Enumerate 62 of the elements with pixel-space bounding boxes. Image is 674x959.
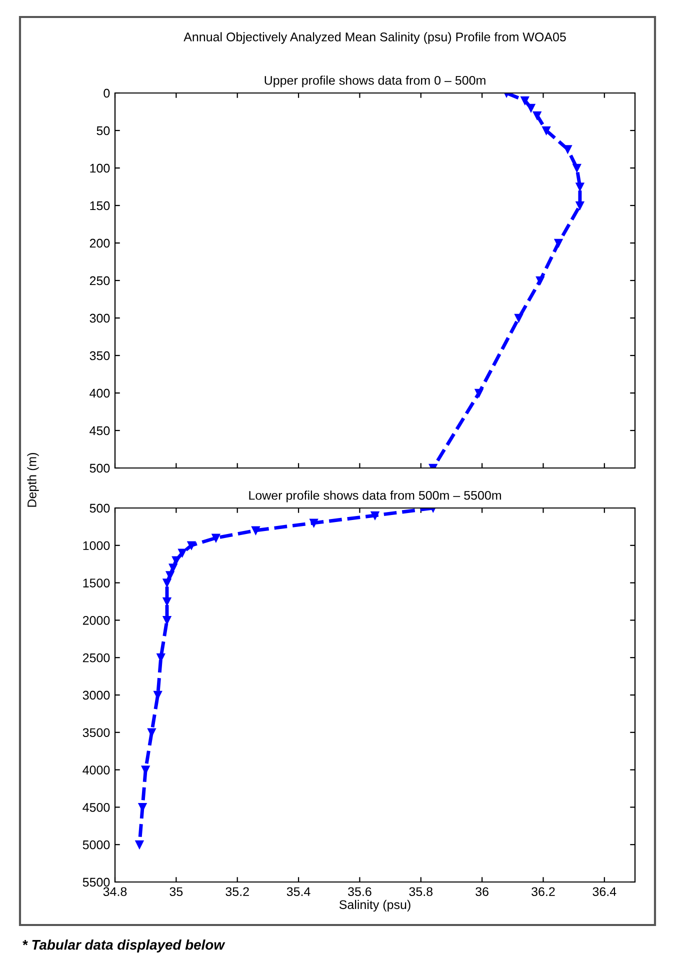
y-tick-label: 3000 (82, 690, 110, 700)
y-tick-label: 1500 (83, 578, 110, 588)
point (168, 564, 178, 572)
point (536, 276, 544, 285)
y-tick-label: 250 (90, 276, 110, 286)
x-tick-label: 35.2 (226, 887, 249, 896)
chart-subtitle: Lower profile shows data from 500m – 5500m (249, 490, 501, 502)
x-axis-title: Salinity (psu) (339, 900, 410, 912)
point (514, 314, 523, 322)
y-tick-label: 100 (90, 164, 110, 173)
point (162, 616, 172, 624)
y-tick-label: 4500 (82, 803, 110, 812)
y-tick-label: 400 (90, 388, 110, 398)
point (135, 840, 144, 849)
y-tick-label: 0 (104, 88, 110, 98)
y-tick-label: 350 (90, 351, 110, 360)
point (162, 597, 172, 606)
y-tick-label: 450 (90, 426, 110, 436)
point (526, 104, 536, 112)
point (564, 145, 572, 154)
chart-subtitle: Upper profile shows data from 0 – 500m (264, 76, 486, 88)
y-tick-label: 2500 (82, 653, 110, 662)
point (554, 238, 563, 248)
point (310, 518, 318, 528)
point (542, 126, 550, 135)
x-tick-label: 35 (170, 887, 183, 896)
y-axis-title: Depth (m) (27, 452, 39, 507)
y-tick-label: 500 (90, 464, 110, 473)
y-tick-label: 200 (90, 238, 110, 248)
y-tick-label: 5500 (82, 878, 110, 887)
y-tick-label: 3500 (82, 728, 110, 738)
y-tick-label: 150 (90, 201, 110, 210)
y-tick-label: 50 (96, 126, 110, 136)
x-tick-label: 35.8 (409, 887, 433, 896)
text: * Tabular data displayed below (22, 940, 226, 952)
point (572, 164, 582, 172)
point (252, 526, 260, 535)
x-tick-label: 34.8 (103, 887, 127, 896)
y-tick-label: 5000 (82, 840, 110, 850)
point (520, 96, 530, 105)
y-tick-label: 2000 (82, 616, 110, 625)
point (172, 556, 180, 565)
x-tick-label: 36.2 (532, 887, 555, 896)
y-tick-label: 500 (90, 504, 110, 513)
chart-title: Annual Objectively Analyzed Mean Salinity (psu) Profile from WOA05 (184, 32, 566, 44)
x-tick-label: 35.6 (348, 887, 372, 896)
x-tick-label: 35.4 (286, 887, 310, 896)
point (162, 578, 172, 587)
point (187, 541, 196, 550)
point (576, 201, 584, 210)
x-tick-label: 36 (476, 887, 488, 896)
point (166, 571, 174, 580)
point (576, 182, 584, 191)
point (212, 534, 220, 542)
point (532, 111, 542, 120)
point (370, 511, 380, 520)
y-tick-label: 1000 (83, 541, 110, 550)
point (474, 388, 484, 398)
point (178, 548, 186, 558)
x-tick-label: 36.4 (592, 887, 616, 896)
y-tick-label: 300 (90, 314, 110, 323)
y-tick-label: 4000 (82, 766, 110, 774)
